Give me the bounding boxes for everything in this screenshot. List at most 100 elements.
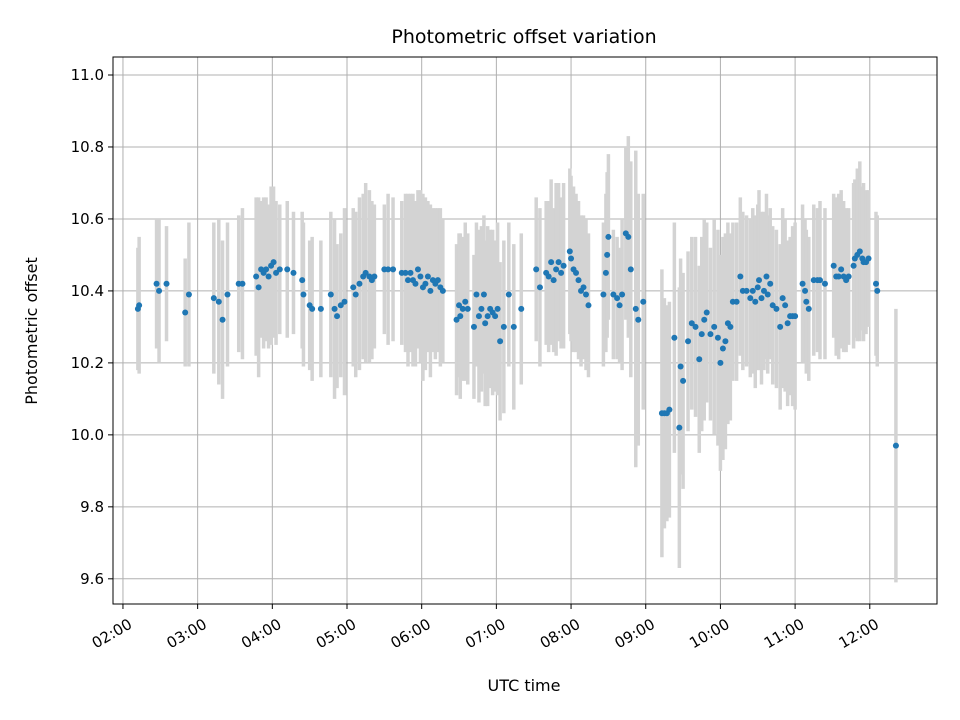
data-point (666, 406, 673, 413)
data-point (850, 262, 857, 269)
data-point (580, 284, 587, 291)
data-point (835, 273, 842, 280)
data-point (763, 273, 770, 280)
data-point (816, 277, 823, 284)
x-tick-label: 07:00 (462, 615, 508, 652)
data-point (754, 284, 761, 291)
x-axis-label: UTC time (488, 676, 561, 695)
data-point (153, 280, 160, 287)
x-tick-label: 10:00 (686, 615, 732, 652)
data-point (500, 323, 507, 330)
error-bars (136, 136, 898, 583)
data-point (215, 298, 222, 305)
data-point (792, 313, 799, 320)
data-point (163, 280, 170, 287)
data-point (777, 323, 784, 330)
y-tick-label: 9.8 (80, 498, 104, 516)
y-tick-label: 10.0 (71, 426, 104, 444)
data-point (350, 284, 357, 291)
data-point (475, 313, 482, 320)
data-point (459, 305, 466, 312)
data-point (680, 377, 687, 384)
data-point (439, 287, 446, 294)
data-point (427, 287, 434, 294)
data-point (550, 277, 557, 284)
data-point (773, 305, 780, 312)
data-point (614, 295, 621, 302)
data-point (555, 259, 562, 266)
data-point (497, 338, 504, 345)
data-point (422, 280, 429, 287)
data-point (717, 359, 724, 366)
y-axis: 9.6 9.8 10.0 10.2 10.4 10.6 10.8 11.0 (71, 66, 113, 588)
data-point (362, 269, 369, 276)
x-tick-label: 04:00 (238, 615, 284, 652)
plot-frame (112, 56, 938, 605)
data-point (575, 277, 582, 284)
data-point (573, 269, 580, 276)
data-point (625, 233, 632, 240)
data-point (698, 331, 705, 338)
data-point (722, 338, 729, 345)
data-point (602, 269, 609, 276)
data-point (263, 266, 270, 273)
y-tick-label: 10.6 (71, 210, 104, 228)
data-point (821, 280, 828, 287)
data-point (632, 305, 639, 312)
data-point (407, 269, 414, 276)
data-point (749, 287, 756, 294)
data-point (799, 280, 806, 287)
data-point (492, 313, 499, 320)
data-point (402, 269, 409, 276)
y-tick-label: 10.4 (71, 282, 104, 300)
data-point (733, 298, 740, 305)
data-point (317, 305, 324, 312)
x-axis: 02:00 03:00 04:00 05:00 06:00 07:00 08:00 09:00… (89, 604, 882, 652)
data-point (605, 233, 612, 240)
data-point (424, 273, 431, 280)
data-point (760, 287, 767, 294)
x-tick-label: 03:00 (163, 615, 209, 652)
data-point (764, 291, 771, 298)
data-point (566, 248, 573, 255)
data-point (767, 280, 774, 287)
data-point (671, 334, 678, 341)
x-tick-label: 11:00 (761, 615, 807, 652)
data-point (510, 323, 517, 330)
data-point (473, 291, 480, 298)
x-tick-label: 02:00 (89, 615, 135, 652)
data-point (635, 316, 642, 323)
data-point (743, 287, 750, 294)
y-tick-label: 11.0 (71, 66, 104, 84)
chart-title: Photometric offset variation (391, 26, 656, 48)
data-point (727, 323, 734, 330)
data-point (352, 291, 359, 298)
data-point (696, 356, 703, 363)
data-point (719, 345, 726, 352)
data-point (802, 287, 809, 294)
data-point (692, 323, 699, 330)
data-point (494, 305, 501, 312)
data-point (758, 295, 765, 302)
data-point (782, 302, 789, 309)
data-point (685, 338, 692, 345)
data-point (273, 269, 280, 276)
data-point (553, 266, 560, 273)
data-point (714, 334, 721, 341)
y-tick-label: 10.8 (71, 138, 104, 156)
x-tick-label: 06:00 (387, 615, 433, 652)
data-point (701, 316, 708, 323)
x-tick-label: 12:00 (836, 615, 882, 652)
data-point (219, 316, 226, 323)
data-point (464, 305, 471, 312)
y-tick-label: 10.2 (71, 354, 104, 372)
data-point (276, 266, 283, 273)
data-point (548, 259, 555, 266)
data-point (560, 262, 567, 269)
data-point (769, 302, 776, 309)
data-point (299, 277, 306, 284)
data-point (478, 305, 485, 312)
data-point (838, 266, 845, 273)
data-point (284, 266, 291, 273)
